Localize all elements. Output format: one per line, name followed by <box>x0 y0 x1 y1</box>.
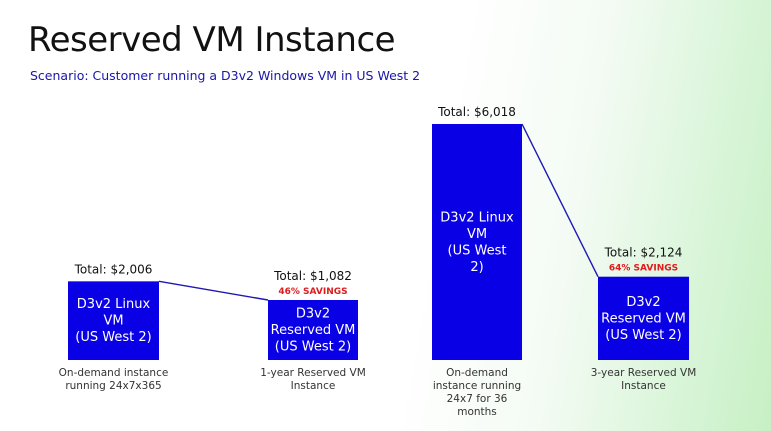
bar-1-caption-line-2: running 24x7x365 <box>65 380 161 392</box>
bar-1-label-line-1: D3v2 Linux <box>77 297 151 312</box>
bar-1-caption-line-1: On-demand instance <box>59 367 169 379</box>
connector-line-1 <box>158 280 269 301</box>
bar-2 <box>268 300 358 360</box>
bar-2-total-label: Total: $1,082 <box>273 269 352 283</box>
bar-4-caption-line-2: Instance <box>621 380 666 392</box>
bar-3-caption-line-4: months <box>457 406 497 418</box>
bar-3-caption-line-3: 24x7 for 36 <box>447 393 508 405</box>
bar-3-total-label: Total: $6,018 <box>437 105 516 119</box>
bar-4 <box>598 276 689 360</box>
page-subtitle: Scenario: Customer running a D3v2 Window… <box>30 68 421 83</box>
bar-3-label-line-4: 2) <box>470 260 483 275</box>
bar-2-label-line-3: (US West 2) <box>275 340 351 355</box>
bar-2-caption-line-1: 1-year Reserved VM <box>260 367 366 379</box>
bar-2-savings-label: 46% SAVINGS <box>278 287 347 297</box>
bar-4-total-label: Total: $2,124 <box>604 246 683 260</box>
bar-1 <box>68 281 159 360</box>
bar-3-label-line-2: VM <box>467 227 487 242</box>
bar-4-label-line-3: (US West 2) <box>605 328 681 343</box>
bar-2-label-line-1: D3v2 <box>296 307 330 322</box>
bar-2-caption-line-2: Instance <box>291 380 336 392</box>
connector-line-2 <box>521 123 599 278</box>
bar-1-total-label: Total: $2,006 <box>74 262 153 276</box>
page-title: Reserved VM Instance <box>28 20 396 60</box>
bar-3-label-line-3: (US West <box>448 243 507 258</box>
bar-1-label-line-2: VM <box>103 314 123 329</box>
bar-3-caption-line-1: On-demand <box>446 367 508 379</box>
bar-1-label-line-3: (US West 2) <box>75 330 151 345</box>
bar-4-label-line-1: D3v2 <box>626 295 660 310</box>
bar-3-caption-line-2: instance running <box>433 380 521 392</box>
bar-2-label-line-2: Reserved VM <box>271 323 356 338</box>
bar-3-label-line-1: D3v2 Linux <box>440 210 514 225</box>
bar-4-caption-line-1: 3-year Reserved VM <box>591 367 697 379</box>
bar-3 <box>432 124 522 360</box>
bar-4-savings-label: 64% SAVINGS <box>609 264 678 274</box>
bar-4-label-line-2: Reserved VM <box>601 311 686 326</box>
